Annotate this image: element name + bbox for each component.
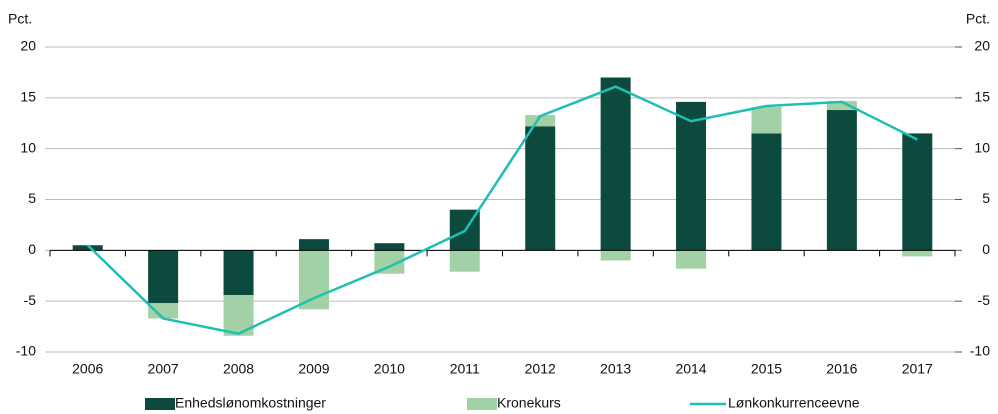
bar — [902, 250, 933, 257]
bar — [676, 250, 707, 269]
bar — [374, 243, 405, 251]
bar — [826, 100, 857, 111]
legend-swatch — [467, 398, 497, 410]
y2-tick-label: 20 — [974, 38, 990, 54]
bar — [826, 110, 857, 251]
y2-tick-label: 5 — [982, 190, 990, 206]
legend-label: Lønkonkurrenceevne — [728, 395, 860, 411]
legend-label: Kronekurs — [497, 395, 561, 411]
bar — [902, 133, 933, 251]
y2-tick-label: -5 — [978, 292, 991, 308]
bar — [298, 239, 329, 251]
y-tick-label: 10 — [20, 139, 36, 155]
bar — [148, 250, 179, 304]
bar — [751, 106, 782, 134]
x-tick-label: 2009 — [298, 361, 329, 377]
bar — [600, 77, 631, 251]
y2-tick-label: 10 — [974, 139, 990, 155]
legend-swatch — [145, 398, 175, 410]
bar — [298, 250, 329, 310]
legend-label: Enhedslønomkostninger — [175, 395, 326, 411]
y2-tick-label: 0 — [982, 241, 990, 257]
bar — [72, 245, 103, 251]
x-tick-label: 2008 — [223, 361, 254, 377]
y-axis-label: Pct. — [8, 11, 32, 27]
x-tick-label: 2016 — [826, 361, 857, 377]
x-tick-label: 2015 — [751, 361, 782, 377]
y2-tick-label: -10 — [970, 343, 990, 359]
x-tick-label: 2010 — [374, 361, 405, 377]
bar — [525, 115, 556, 127]
y-tick-label: -5 — [24, 292, 37, 308]
bar — [223, 250, 254, 296]
y-tick-label: 0 — [28, 241, 36, 257]
bar — [751, 133, 782, 251]
bar — [148, 303, 179, 319]
x-tick-label: 2012 — [525, 361, 556, 377]
bar — [600, 250, 631, 261]
line — [86, 85, 918, 336]
x-tick-label: 2006 — [72, 361, 103, 377]
y-tick-label: 15 — [20, 89, 36, 105]
x-tick-label: 2013 — [600, 361, 631, 377]
bar — [676, 101, 707, 251]
y-tick-label: -10 — [16, 343, 36, 359]
bar — [525, 126, 556, 251]
y2-axis-label: Pct. — [966, 11, 990, 27]
x-tick-label: 2014 — [675, 361, 706, 377]
x-tick-label: 2017 — [902, 361, 933, 377]
x-tick-label: 2007 — [148, 361, 179, 377]
bar — [374, 250, 405, 274]
y-tick-label: 5 — [28, 190, 36, 206]
y2-tick-label: 15 — [974, 89, 990, 105]
x-tick-label: 2011 — [450, 361, 480, 377]
y-tick-label: 20 — [20, 38, 36, 54]
bar — [449, 250, 480, 272]
